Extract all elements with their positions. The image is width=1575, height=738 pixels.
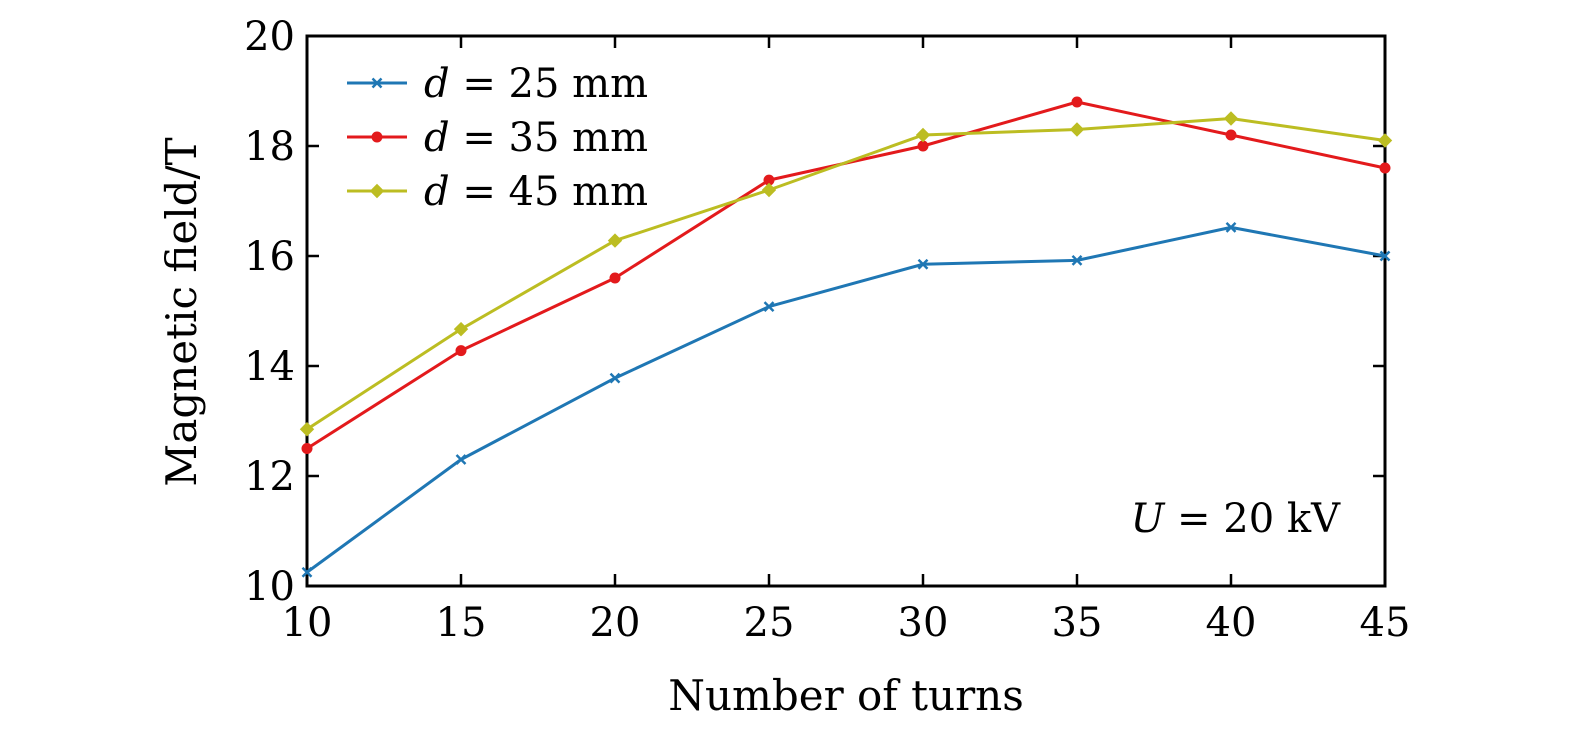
series-line-2 [306,117,1386,431]
y-axis-label: Magnetic field/T [157,137,206,486]
series-0 [301,222,1391,578]
x-tick-label: 35 [1052,600,1103,646]
data-point-0-0-stroke [301,566,313,578]
data-point-2-2 [607,233,623,248]
x-tick-label: 25 [744,600,795,646]
legend-marker-2 [369,183,385,199]
y-tick-label: 14 [244,344,295,390]
series-lines [299,96,1393,578]
y-tick-label: 10 [244,564,295,610]
data-point-1-0 [301,443,313,454]
data-point-1-6 [1225,129,1237,141]
legend-entry-1: d = 35 mm [347,115,648,161]
data-point-2-0 [299,422,315,437]
data-point-0-4-stroke [917,258,929,270]
data-point-1-1 [455,345,467,357]
x-tick-label: 40 [1206,600,1257,646]
x-tick-label: 30 [898,600,949,646]
data-point-2-3 [761,182,777,198]
annotation-rest: = 20 kV [1164,496,1341,542]
legend-label-2: d = 45 mm [424,169,648,215]
data-point-0-2 [609,372,621,384]
legend: d = 25 mmd = 35 mmd = 45 mm [347,61,648,215]
y-tick-label: 12 [244,454,295,500]
data-point-1-5 [1071,96,1083,108]
x-tick-label: 15 [436,600,487,646]
data-point-2-6 [1223,111,1239,126]
data-point-0-4 [917,258,929,270]
x-tick-label: 20 [590,600,641,646]
x-tick-label: 45 [1360,600,1411,646]
data-point-2-5 [1069,122,1085,137]
y-tick-label: 16 [244,234,295,280]
axes: 10 15 20 25 30 35 40 45 10 12 14 16 18 20 [244,14,1410,646]
legend-var-1: d [424,115,450,161]
legend-entry-0: d = 25 mm [347,61,648,107]
data-point-0-1-stroke [455,454,467,465]
y-tick-label: 18 [244,124,295,170]
legend-label-1: d = 35 mm [424,115,648,161]
data-point-0-5 [1071,255,1083,266]
data-point-0-2-stroke [609,372,621,384]
legend-marker-0 [371,77,383,89]
legend-var-2: d [424,169,450,215]
data-point-0-6 [1225,222,1237,233]
data-point-1-2 [609,272,621,284]
legend-rest-0: = 25 mm [450,61,648,107]
plot-frame [305,34,1387,588]
data-point-0-7-stroke [1379,250,1391,262]
legend-var-0: d [424,61,450,107]
legend-rest-1: = 35 mm [450,115,648,161]
annotation-var: U [1131,496,1166,542]
y-tick-label: 20 [244,14,295,60]
legend-rest-2: = 45 mm [450,169,648,215]
data-point-1-4 [917,140,929,152]
x-tick-label: 10 [282,600,333,646]
data-point-0-1 [455,454,467,465]
series-2 [299,111,1393,437]
series-line-0 [306,225,1386,574]
data-point-0-7 [1379,250,1391,262]
data-point-0-5-stroke [1071,255,1083,266]
data-point-0-0 [301,566,313,578]
x-axis-label: Number of turns [668,671,1024,720]
data-point-0-3-stroke [763,301,775,312]
legend-label-0: d = 25 mm [424,61,648,107]
data-point-2-4 [915,127,931,143]
data-point-1-7 [1379,162,1391,174]
legend-marker-0-stroke [371,77,383,89]
legend-entry-2: d = 45 mm [347,169,648,215]
legend-marker-1 [371,131,383,143]
data-point-2-7 [1377,133,1393,148]
data-point-2-1 [453,321,469,337]
data-point-0-3 [763,301,775,312]
voltage-annotation: U = 20 kV [1131,496,1342,542]
data-point-0-6-stroke [1225,222,1237,233]
